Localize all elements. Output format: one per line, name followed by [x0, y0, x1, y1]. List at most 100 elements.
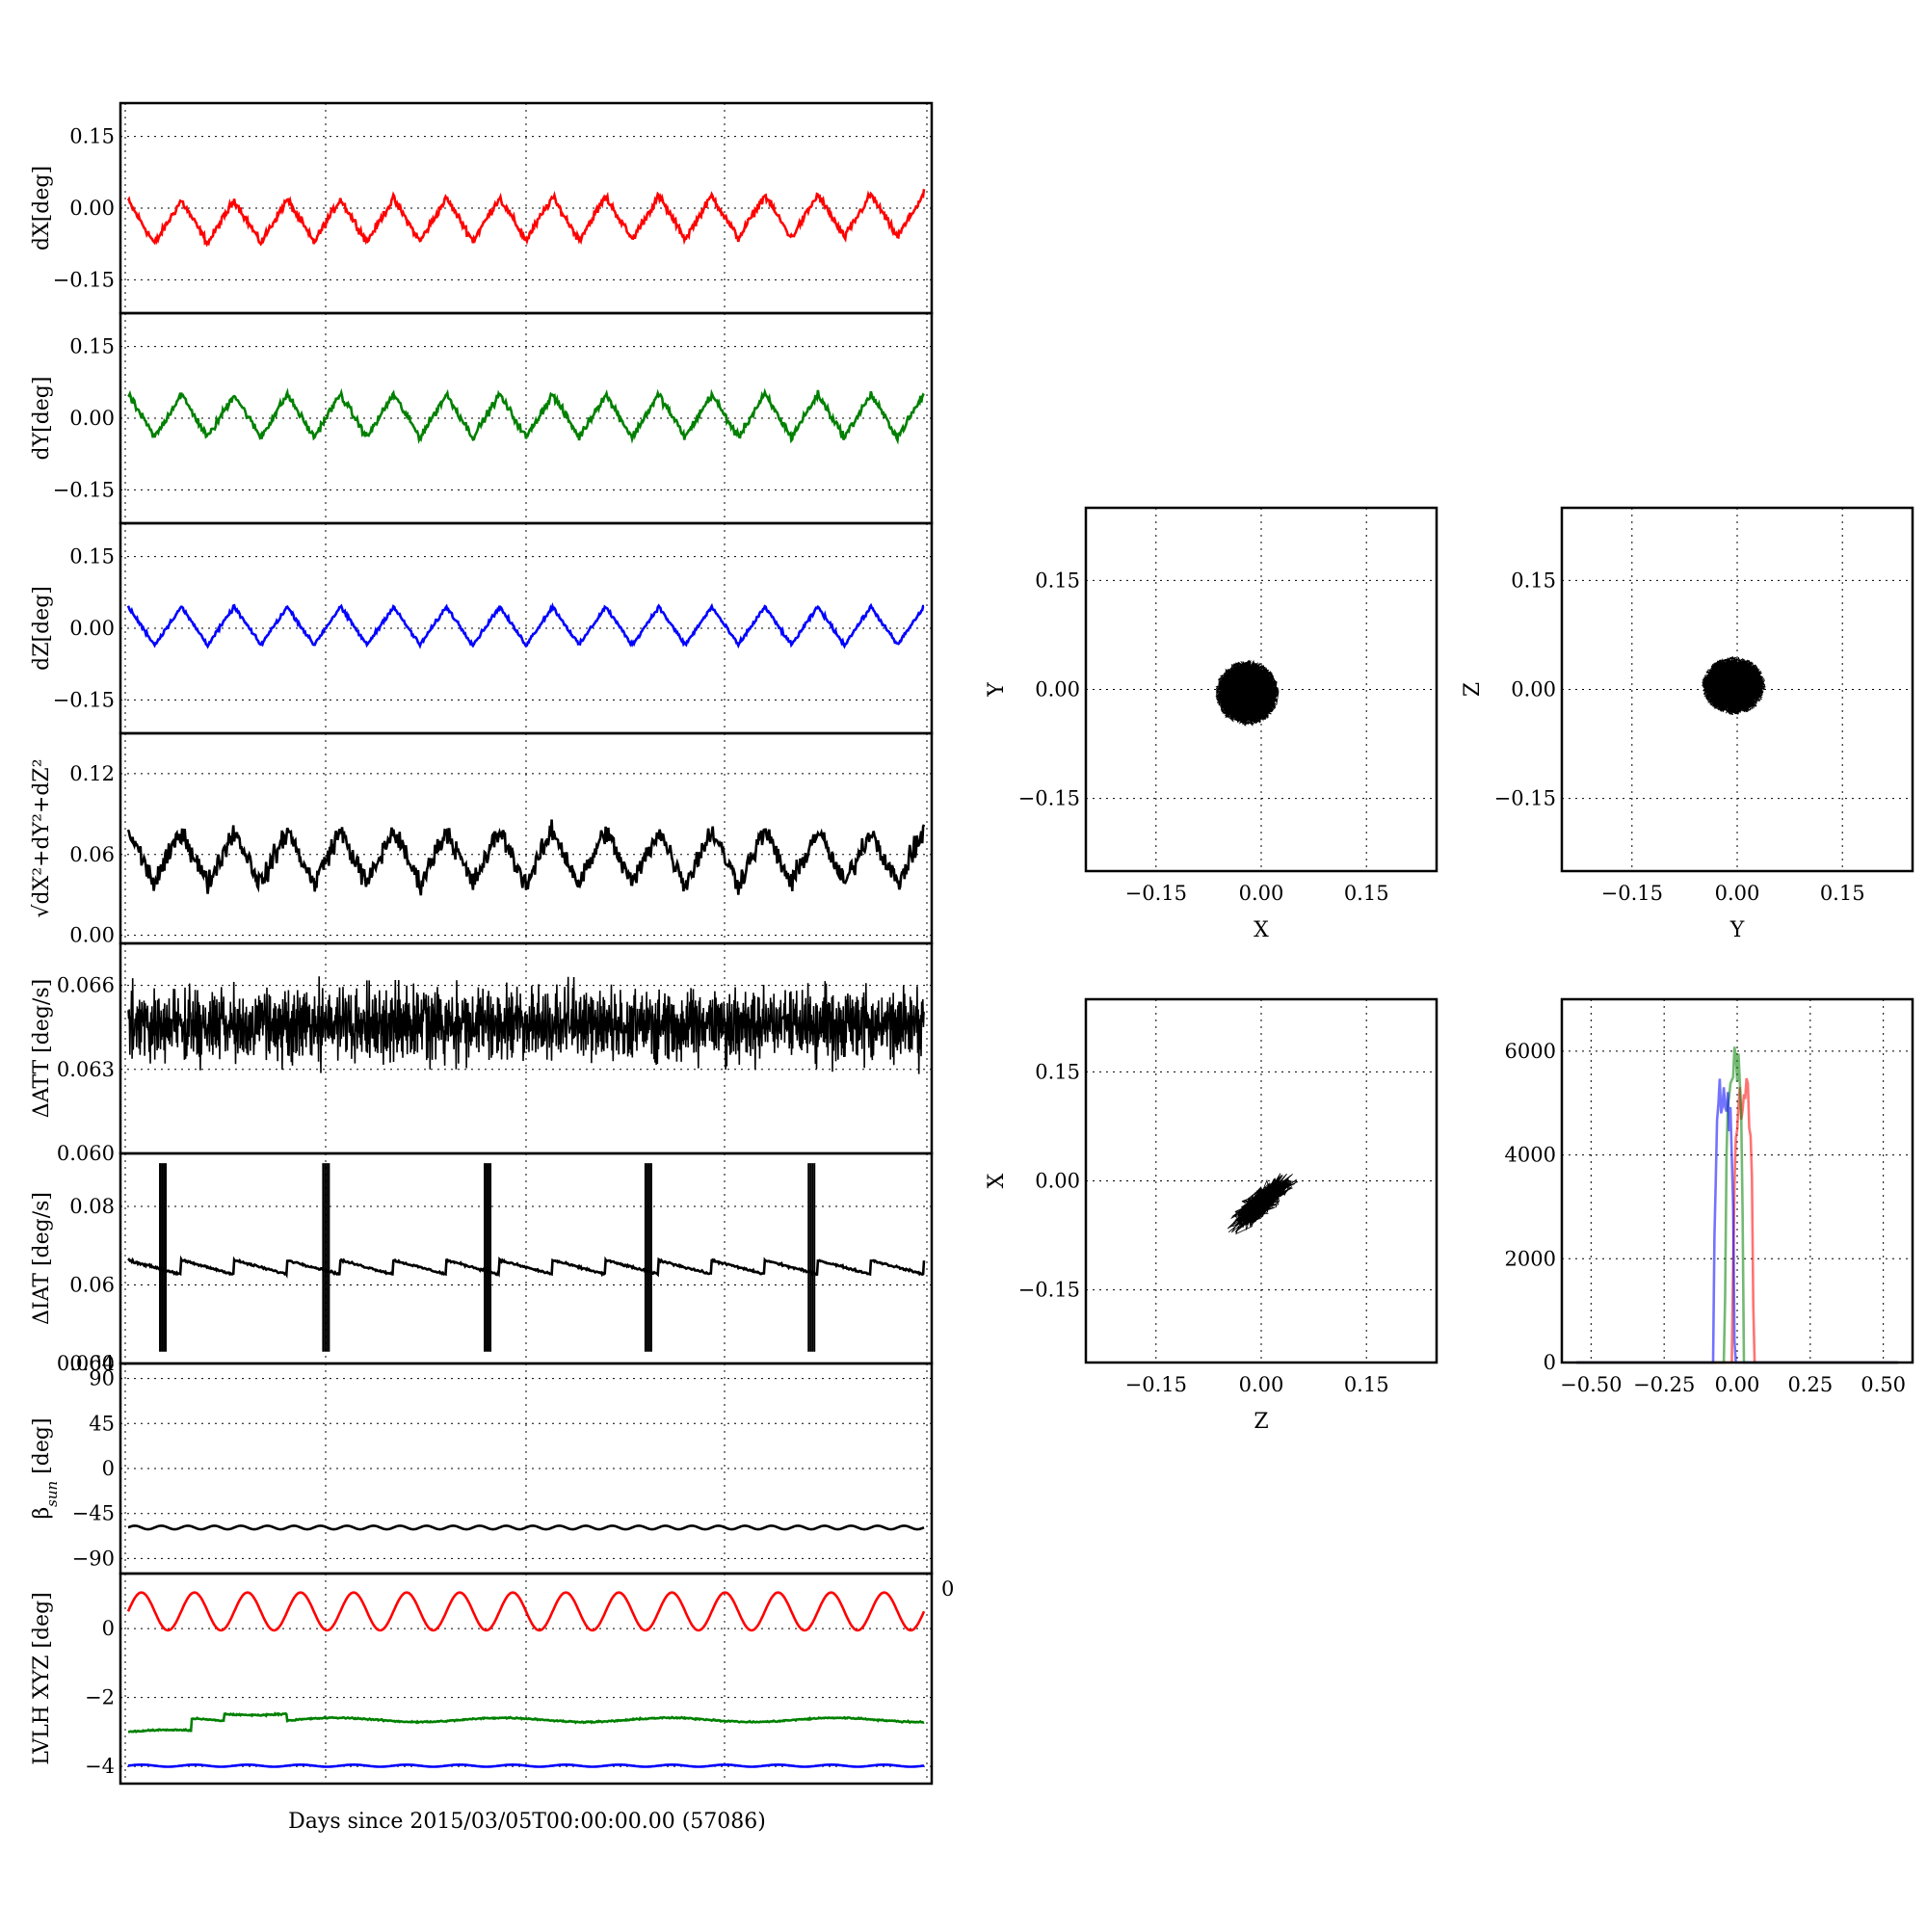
y-tick-label: 0.00: [69, 617, 115, 640]
x-tick-label: 0.00: [1715, 1373, 1760, 1396]
panel-sc_yz: −0.15 0.00 0.15 0.15 0.00 −0.15 Y Z: [1461, 506, 1914, 942]
x-tick-label: −0.15: [1125, 882, 1187, 905]
y-axis-label: Z: [1461, 682, 1485, 697]
y-tick-label: 0.00: [1511, 678, 1556, 701]
y-tick-label: −0.15: [1494, 787, 1556, 810]
y-tick-label-overlap: 0.060: [57, 1352, 115, 1375]
x-axis-label: X: [1254, 918, 1269, 942]
panel-beta: 90 45 0 −45 −90 βsun [deg]: [30, 1362, 934, 1575]
panel-hist: −0.50 −0.25 0.00 0.25 0.50 6000 4000 2000 0: [1505, 997, 1914, 1396]
y-tick-label: 0: [102, 1457, 115, 1480]
x-tick-label: −0.50: [1560, 1373, 1622, 1396]
panel-dx: 0.15 0.00 −0.15 dX[deg]: [30, 101, 934, 315]
y-axis-label: dZ[deg]: [30, 586, 54, 671]
axes-frame: [1084, 506, 1439, 873]
series-line-k: [127, 1524, 925, 1531]
axes-frame: [119, 1572, 934, 1786]
axes-frame: [119, 731, 934, 945]
y-tick-label: 0.15: [1035, 569, 1080, 592]
y-tick-label: 0.06: [69, 1274, 115, 1297]
y-tick-label: 0.15: [69, 335, 115, 358]
x-axis-label: Days since 2015/03/05T00:00:00.00 (57086…: [288, 1810, 766, 1834]
y-axis-label: X: [985, 1173, 1009, 1188]
y-tick-label: 0.06: [69, 843, 115, 866]
scatter-trace: [1227, 1173, 1298, 1235]
series-line-y: [127, 1711, 925, 1734]
series-line-k: [127, 976, 925, 1074]
y-tick-label: −0.15: [53, 268, 115, 291]
x-axis-label: Y: [1729, 918, 1745, 942]
x-tick-label: −0.25: [1633, 1373, 1695, 1396]
y-axis-label: √dX²+dY²+dZ²: [30, 758, 54, 917]
series-line-y: [127, 387, 925, 445]
y-tick-label: 0.00: [69, 924, 115, 947]
y-tick-label: 0: [102, 1617, 115, 1640]
y-tick-label: −90: [72, 1547, 115, 1570]
y-tick-label: −0.15: [1018, 787, 1080, 810]
y-tick-label: 0.066: [57, 974, 115, 997]
y-tick-label: 0.12: [69, 762, 115, 785]
y-tick-label: 0.08: [69, 1195, 115, 1218]
y-tick-label: 0.063: [57, 1058, 115, 1081]
y-tick-label: 0.15: [1035, 1060, 1080, 1083]
panel-lvlh: 0 −2 −4 LVLH XYZ [deg]: [30, 1572, 934, 1786]
y-tick-label: −0.15: [1018, 1279, 1080, 1302]
stray-tick-label: 0: [941, 1577, 954, 1601]
axes-frame: [1084, 997, 1439, 1364]
y-axis-label: ΔIAT [deg/s]: [30, 1192, 54, 1325]
axes-frame: [1560, 506, 1914, 873]
panel-diat: 0.08 0.06 0.040.060 ΔIAT [deg/s]: [30, 1151, 934, 1375]
y-tick-label: 0: [1544, 1351, 1556, 1374]
x-tick-label: 0.15: [1820, 882, 1865, 905]
panel-dy: 0.15 0.00 −0.15 dY[deg]: [30, 311, 934, 525]
y-tick-label: 0.00: [69, 197, 115, 220]
series-line-x: [126, 189, 926, 248]
y-axis-label: βsun [deg]: [30, 1417, 61, 1519]
x-tick-label: 0.15: [1344, 882, 1389, 905]
y-tick-label: 0.15: [1511, 569, 1556, 592]
y-tick-label: −0.15: [53, 478, 115, 501]
y-tick-label: −4: [85, 1755, 115, 1778]
y-axis-label: dY[deg]: [30, 377, 54, 461]
panel-mag: 0.12 0.06 0.00 √dX²+dY²+dZ²: [30, 731, 934, 947]
scatter-trace: [1701, 655, 1766, 716]
axes-frame: [1560, 997, 1914, 1364]
x-tick-label: −0.15: [1125, 1373, 1187, 1396]
y-tick-label: 45: [89, 1412, 115, 1435]
series-line-k: [126, 819, 926, 896]
panel-sc_zx: −0.15 0.00 0.15 0.15 0.00 −0.15 Z X: [985, 997, 1439, 1434]
y-tick-label: −45: [72, 1502, 115, 1525]
x-axis-label: Z: [1254, 1410, 1268, 1434]
x-tick-label: 0.50: [1861, 1373, 1906, 1396]
series-line-z: [127, 1762, 925, 1768]
scatter-trace: [1215, 659, 1280, 728]
y-tick-label: 0.00: [69, 407, 115, 430]
y-tick-label: 6000: [1505, 1040, 1556, 1063]
y-tick-label: −2: [85, 1686, 115, 1709]
y-axis-label: dX[deg]: [30, 166, 54, 251]
y-tick-label-overlap: 0.060: [57, 1142, 115, 1165]
histogram-x: [1576, 1077, 1898, 1364]
y-tick-label: 4000: [1505, 1144, 1556, 1167]
panel-datt: 0.066 0.063 0.060 ΔATT [deg/s]: [30, 941, 934, 1165]
x-tick-label: 0.15: [1344, 1373, 1389, 1396]
series-line-x: [126, 1591, 926, 1632]
series-line-k: [127, 1255, 926, 1279]
panel-dz: 0.15 0.00 −0.15 dZ[deg]: [30, 521, 934, 735]
panel-sc_xy: −0.15 0.00 0.15 0.15 0.00 −0.15 X Y: [985, 506, 1439, 942]
y-axis-label: Y: [985, 682, 1009, 698]
x-tick-label: 0.00: [1239, 882, 1284, 905]
y-tick-label: 0.00: [1035, 1170, 1080, 1193]
y-axis-label: LVLH XYZ [deg]: [30, 1592, 54, 1765]
x-tick-label: −0.15: [1601, 882, 1663, 905]
x-tick-label: 0.00: [1239, 1373, 1284, 1396]
y-tick-label: 0.04: [69, 1352, 115, 1375]
y-tick-label: 0.15: [69, 125, 115, 148]
series-line-z: [126, 602, 925, 649]
y-axis-label: ΔATT [deg/s]: [30, 979, 54, 1118]
y-tick-label: 0.00: [1035, 678, 1080, 701]
y-tick-label: 0.15: [69, 545, 115, 569]
y-tick-label: 2000: [1505, 1247, 1556, 1270]
y-tick-label: −0.15: [53, 688, 115, 711]
